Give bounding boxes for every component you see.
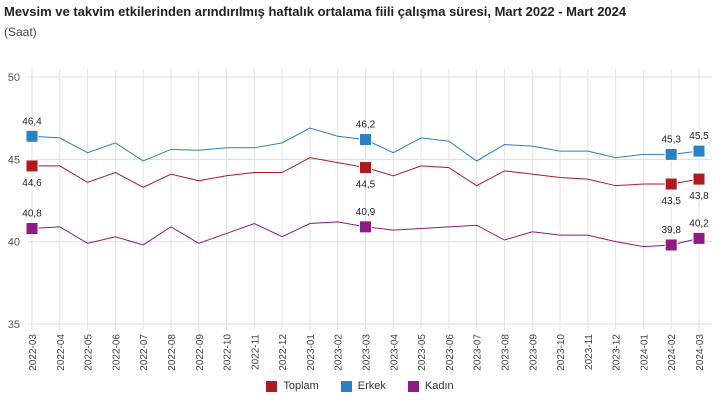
chart-title: Mevsim ve takvim etkilerinden arındırılm… [4, 4, 627, 19]
x-tick-label: 2024-03 [695, 334, 706, 371]
x-tick-label: 2022-11 [250, 334, 261, 370]
data-point-marker [664, 177, 678, 191]
x-tick-label: 2024-02 [667, 334, 678, 371]
data-label: 46,4 [22, 116, 42, 127]
legend-item-kadin[interactable]: Kadın [407, 380, 454, 392]
x-tick-label: 2022-03 [28, 334, 39, 371]
x-tick-label: 2023-06 [445, 334, 456, 371]
y-tick-label: 45 [8, 154, 20, 166]
x-tick-label: 2023-01 [306, 334, 317, 371]
legend-label: Kadın [424, 380, 454, 392]
x-tick-label: 2023-03 [362, 334, 373, 371]
y-tick-label: 40 [8, 237, 20, 249]
data-label: 44,6 [22, 178, 42, 189]
x-tick-label: 2022-05 [84, 334, 95, 371]
x-tick-label: 2023-07 [473, 334, 484, 371]
data-point-marker [692, 172, 706, 186]
data-point-marker [359, 161, 372, 175]
chart-subtitle: (Saat) [4, 25, 37, 39]
data-point-marker [25, 159, 39, 173]
legend: Toplam Erkek Kadın [0, 380, 720, 392]
legend-item-toplam[interactable]: Toplam [266, 380, 319, 392]
data-label: 45,5 [689, 131, 709, 142]
x-tick-label: 2023-09 [528, 334, 539, 371]
data-label: 40,9 [356, 207, 376, 218]
data-label: 45,3 [661, 134, 681, 145]
x-tick-label: 2023-08 [500, 334, 511, 371]
data-point-marker [359, 220, 372, 234]
legend-label: Toplam [283, 380, 319, 392]
data-label: 43,5 [661, 196, 681, 207]
legend-swatch [407, 380, 419, 392]
data-label: 43,8 [689, 191, 709, 202]
x-tick-label: 2022-09 [195, 334, 206, 371]
data-point-marker [664, 147, 678, 161]
x-tick-label: 2022-08 [167, 334, 178, 371]
data-point-marker [692, 231, 706, 245]
x-tick-label: 2023-05 [417, 334, 428, 371]
x-tick-label: 2023-12 [612, 334, 623, 371]
y-tick-label: 35 [8, 319, 20, 331]
data-point-marker [692, 144, 706, 158]
legend-label: Erkek [357, 380, 386, 392]
data-label: 46,2 [356, 120, 376, 131]
x-tick-label: 2022-10 [223, 334, 234, 371]
data-label: 39,8 [661, 225, 681, 236]
legend-swatch [340, 380, 352, 392]
x-tick-label: 2023-02 [334, 334, 345, 371]
data-point-marker [664, 238, 678, 252]
legend-swatch [266, 380, 278, 392]
x-tick-label: 2022-04 [56, 334, 67, 371]
legend-item-erkek[interactable]: Erkek [340, 380, 386, 392]
data-label: 40,8 [22, 208, 42, 219]
data-label: 40,2 [689, 218, 709, 229]
data-point-marker [25, 221, 39, 235]
data-label: 44,5 [356, 180, 376, 191]
x-tick-label: 2022-12 [278, 334, 289, 371]
x-tick-label: 2024-01 [639, 334, 650, 371]
x-tick-label: 2023-04 [389, 334, 400, 371]
x-tick-label: 2023-11 [584, 334, 595, 370]
x-tick-label: 2023-10 [556, 334, 567, 371]
data-point-marker [25, 129, 39, 143]
x-tick-label: 2022-07 [139, 334, 150, 371]
y-tick-label: 50 [8, 72, 20, 84]
x-tick-label: 2022-06 [111, 334, 122, 371]
data-point-marker [359, 133, 372, 147]
